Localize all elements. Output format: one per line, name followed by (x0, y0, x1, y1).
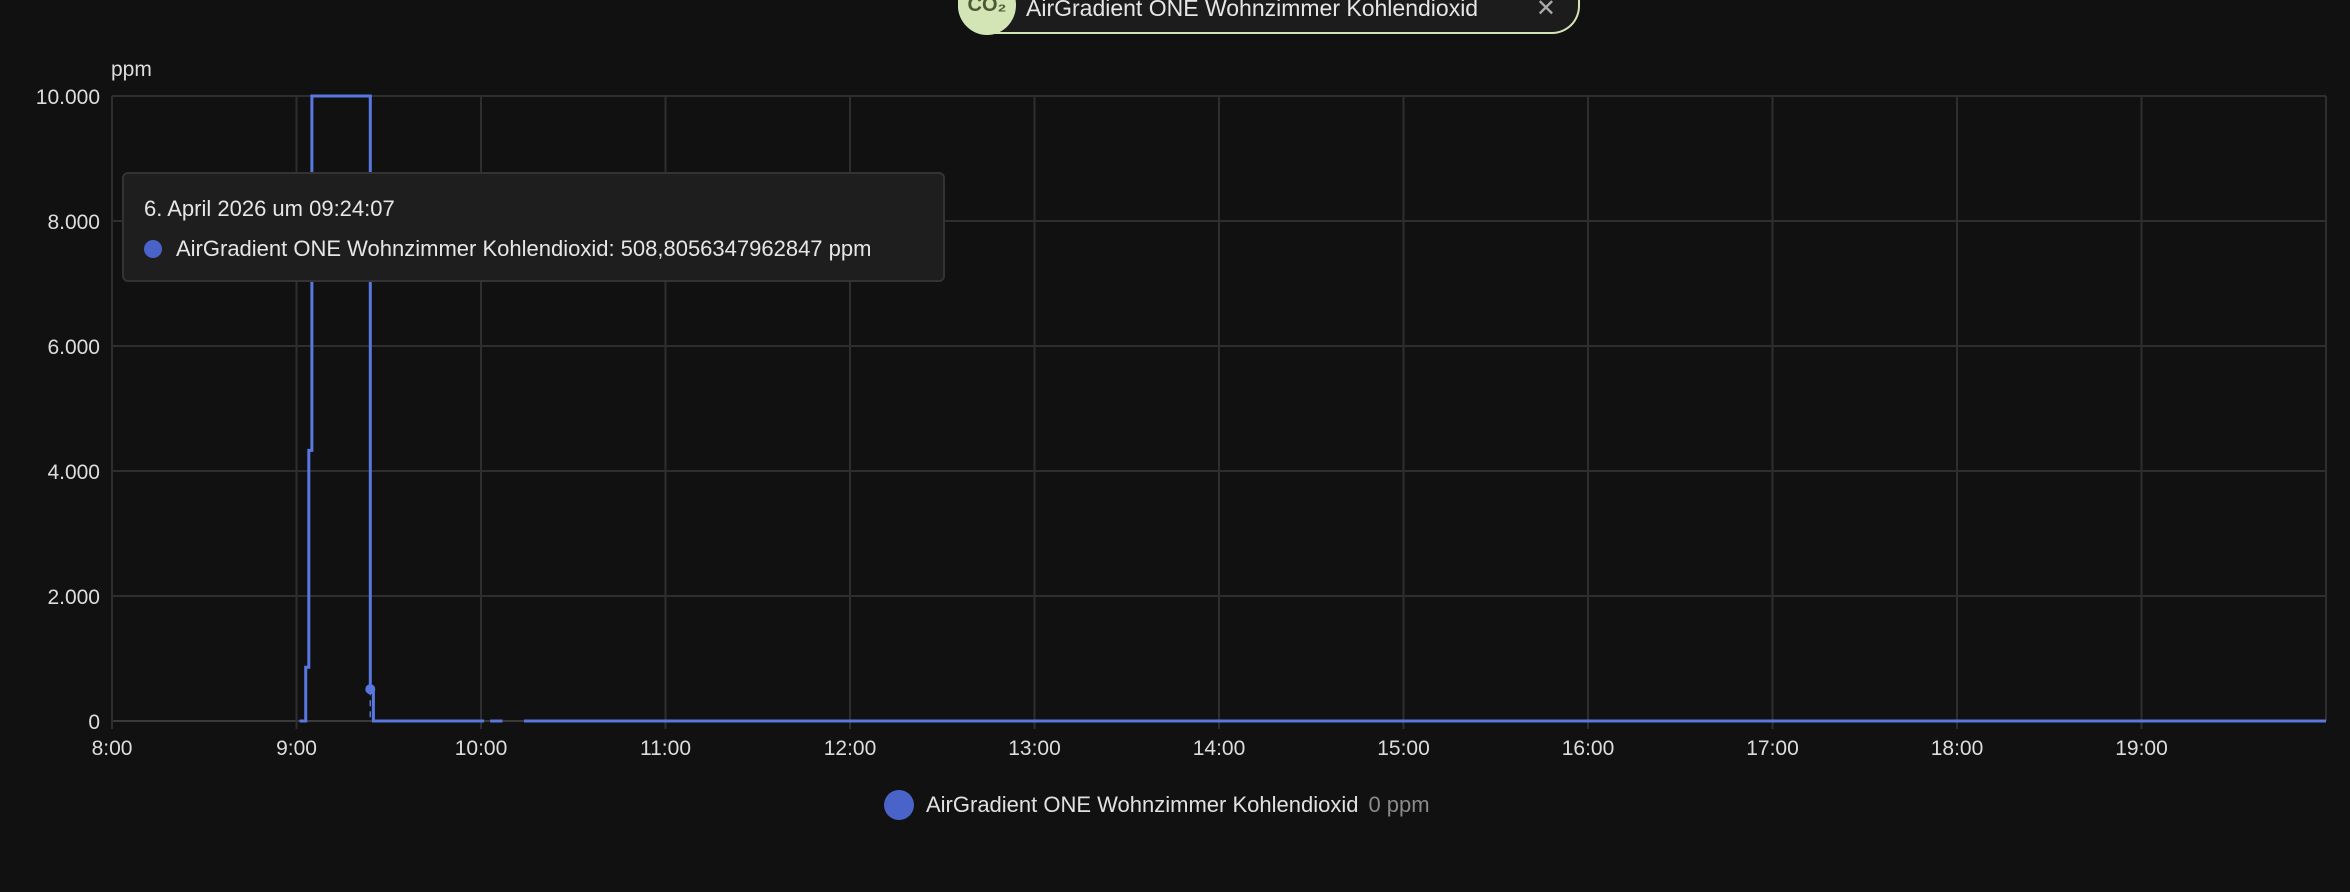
x-tick-label: 19:00 (2115, 737, 2168, 760)
y-tick-label: 10.000 (36, 86, 100, 109)
legend-value: 0 ppm (1368, 792, 1430, 817)
chart-tooltip: 6. April 2026 um 09:24:07 AirGradient ON… (122, 172, 945, 282)
tooltip-title: 6. April 2026 um 09:24:07 (144, 196, 395, 221)
y-tick-label: 2.000 (47, 586, 100, 609)
co2-icon: CO₂ (958, 0, 1016, 35)
y-tick-label: 0 (88, 711, 100, 734)
y-axis-unit: ppm (111, 58, 152, 81)
legend-item[interactable]: AirGradient ONE Wohnzimmer Kohlendioxid … (884, 790, 1430, 820)
series-dot-icon (884, 790, 914, 820)
y-tick-label: 8.000 (47, 211, 100, 234)
legend-label: AirGradient ONE Wohnzimmer Kohlendioxid (926, 792, 1359, 817)
tooltip-value: AirGradient ONE Wohnzimmer Kohlendioxid:… (176, 236, 872, 261)
series-dot-icon (144, 240, 162, 258)
highlight-point (365, 684, 376, 695)
x-tick-label: 10:00 (455, 737, 508, 760)
x-tick-label: 13:00 (1008, 737, 1061, 760)
x-tick-label: 17:00 (1746, 737, 1799, 760)
x-tick-label: 11:00 (640, 737, 691, 760)
x-tick-label: 15:00 (1377, 737, 1430, 760)
x-tick-label: 14:00 (1193, 737, 1246, 760)
x-tick-label: 16:00 (1562, 737, 1615, 760)
x-tick-label: 8:00 (92, 737, 133, 760)
y-tick-label: 4.000 (47, 461, 100, 484)
close-icon[interactable]: ✕ (1535, 0, 1556, 22)
x-tick-label: 18:00 (1931, 737, 1984, 760)
x-tick-label: 9:00 (276, 737, 317, 760)
x-tick-label: 12:00 (824, 737, 877, 760)
y-tick-label: 6.000 (47, 336, 100, 359)
chip-label: AirGradient ONE Wohnzimmer Kohlendioxid (1026, 0, 1479, 21)
entity-filter-chip[interactable]: CO₂ AirGradient ONE Wohnzimmer Kohlendio… (958, 0, 1580, 35)
